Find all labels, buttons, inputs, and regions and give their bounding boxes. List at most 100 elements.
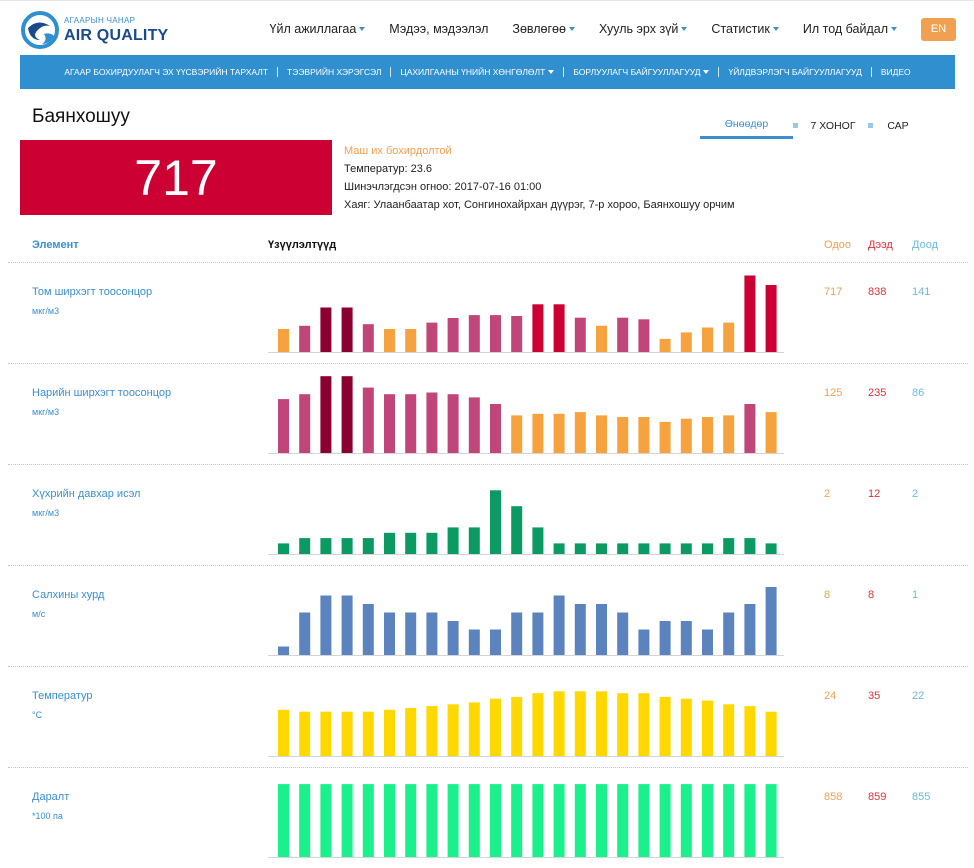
chart-bar[interactable] (659, 421, 671, 453)
chart-bar[interactable] (511, 316, 523, 352)
chart-bar[interactable] (320, 376, 332, 453)
chart-bar[interactable] (553, 413, 565, 453)
chart-bar[interactable] (532, 612, 544, 656)
nav-item-4[interactable]: Статистик (711, 22, 779, 36)
chart-bar[interactable] (447, 704, 459, 756)
chart-bar[interactable] (765, 711, 777, 756)
chart-bar[interactable] (490, 629, 501, 656)
chart-bar[interactable] (617, 417, 629, 453)
chart-bar[interactable] (596, 543, 607, 554)
chart-bar[interactable] (468, 315, 480, 352)
chart-bar[interactable] (405, 708, 417, 756)
chart-bar[interactable] (490, 404, 501, 453)
tab-period-2[interactable]: САР (887, 119, 909, 132)
chart-bar[interactable] (765, 412, 777, 453)
chart-bar[interactable] (638, 417, 650, 453)
language-button[interactable]: EN (921, 17, 956, 41)
chart-bar[interactable] (426, 784, 438, 857)
chart-bar[interactable] (405, 612, 417, 656)
chart-bar[interactable] (574, 317, 586, 352)
chart-bar[interactable] (723, 538, 735, 554)
chart-bar[interactable] (744, 538, 756, 554)
chart-bar[interactable] (384, 329, 395, 352)
chart-bar[interactable] (723, 322, 735, 352)
chart-bar[interactable] (362, 324, 374, 352)
chart-bar[interactable] (680, 621, 692, 655)
chart-bar[interactable] (680, 332, 692, 352)
chart-bar[interactable] (426, 322, 438, 352)
tab-period-1[interactable]: 7 ХОНОГ (810, 119, 856, 132)
chart-bar[interactable] (384, 394, 395, 453)
chart-bar[interactable] (532, 413, 544, 453)
chart-bar[interactable] (490, 490, 501, 555)
chart-bar[interactable] (362, 604, 374, 655)
chart-bar[interactable] (574, 543, 586, 554)
chart-bar[interactable] (659, 621, 671, 655)
chart-bar[interactable] (468, 629, 480, 656)
chart-bar[interactable] (680, 418, 692, 453)
element-name[interactable]: Салхины хурд (32, 589, 105, 601)
chart-bar[interactable] (447, 621, 459, 655)
element-name[interactable]: Хүхрийн давхар исэл (32, 488, 141, 500)
chart-bar[interactable] (532, 784, 544, 857)
nav-item-5[interactable]: Ил тод байдал (803, 22, 897, 36)
chart-bar[interactable] (744, 404, 756, 453)
element-name[interactable]: Нарийн ширхэгт тоосонцор (32, 387, 172, 399)
chart-bar[interactable] (617, 543, 629, 554)
chart-bar[interactable] (384, 532, 395, 555)
chart-bar[interactable] (532, 304, 544, 352)
nav-item-2[interactable]: Зөвлөгөө (512, 22, 575, 36)
chart-bar[interactable] (278, 709, 289, 756)
chart-bar[interactable] (744, 604, 756, 655)
chart-bar[interactable] (341, 307, 353, 353)
chart-bar[interactable] (278, 329, 289, 352)
chart-bar[interactable] (362, 538, 374, 554)
chart-bar[interactable] (659, 784, 671, 857)
chart-bar[interactable] (362, 711, 374, 756)
chart-bar[interactable] (384, 709, 395, 756)
chart-bar[interactable] (617, 317, 629, 352)
chart-bar[interactable] (511, 784, 523, 857)
subnav-item-5[interactable]: ВИДЕО (872, 67, 920, 77)
chart-bar[interactable] (659, 543, 671, 554)
chart-bar[interactable] (765, 587, 777, 655)
chart-bar[interactable] (617, 612, 629, 656)
chart-bar[interactable] (320, 711, 332, 756)
chart-bar[interactable] (299, 612, 311, 656)
chart-bar[interactable] (596, 691, 607, 756)
chart-bar[interactable] (426, 706, 438, 756)
chart-bar[interactable] (702, 417, 713, 453)
chart-bar[interactable] (638, 693, 650, 756)
chart-bar[interactable] (702, 629, 713, 656)
chart-bar[interactable] (362, 387, 374, 453)
chart-bar[interactable] (341, 711, 353, 756)
chart-bar[interactable] (765, 285, 777, 352)
chart-bar[interactable] (278, 646, 289, 656)
subnav-item-2[interactable]: ЦАХИЛГААНЫ ҮНИЙН ХӨНГӨЛӨЛТ (391, 67, 563, 77)
chart-bar[interactable] (405, 394, 417, 453)
chart-bar[interactable] (278, 784, 289, 857)
chart-bar[interactable] (511, 612, 523, 656)
element-name[interactable]: Том ширхэгт тоосонцор (32, 286, 153, 298)
chart-bar[interactable] (447, 527, 459, 554)
chart-bar[interactable] (553, 691, 565, 756)
element-name[interactable]: Температур (32, 690, 93, 702)
chart-bar[interactable] (468, 527, 480, 554)
nav-item-3[interactable]: Хууль эрх зүй (599, 22, 688, 36)
chart-bar[interactable] (638, 784, 650, 857)
chart-bar[interactable] (680, 698, 692, 756)
chart-bar[interactable] (511, 506, 523, 554)
chart-bar[interactable] (532, 693, 544, 756)
chart-bar[interactable] (341, 784, 353, 857)
chart-bar[interactable] (744, 706, 756, 756)
chart-bar[interactable] (596, 325, 607, 352)
chart-bar[interactable] (426, 392, 438, 454)
subnav-item-0[interactable]: АГААР БОХИРДУУЛАГЧ ЭХ ҮҮСВЭРИЙН ТАРХАЛТ (55, 67, 277, 77)
chart-bar[interactable] (638, 319, 650, 352)
chart-bar[interactable] (320, 784, 332, 857)
chart-bar[interactable] (468, 397, 480, 453)
chart-bar[interactable] (490, 698, 501, 756)
chart-bar[interactable] (617, 693, 629, 756)
chart-bar[interactable] (680, 784, 692, 857)
chart-bar[interactable] (574, 604, 586, 655)
